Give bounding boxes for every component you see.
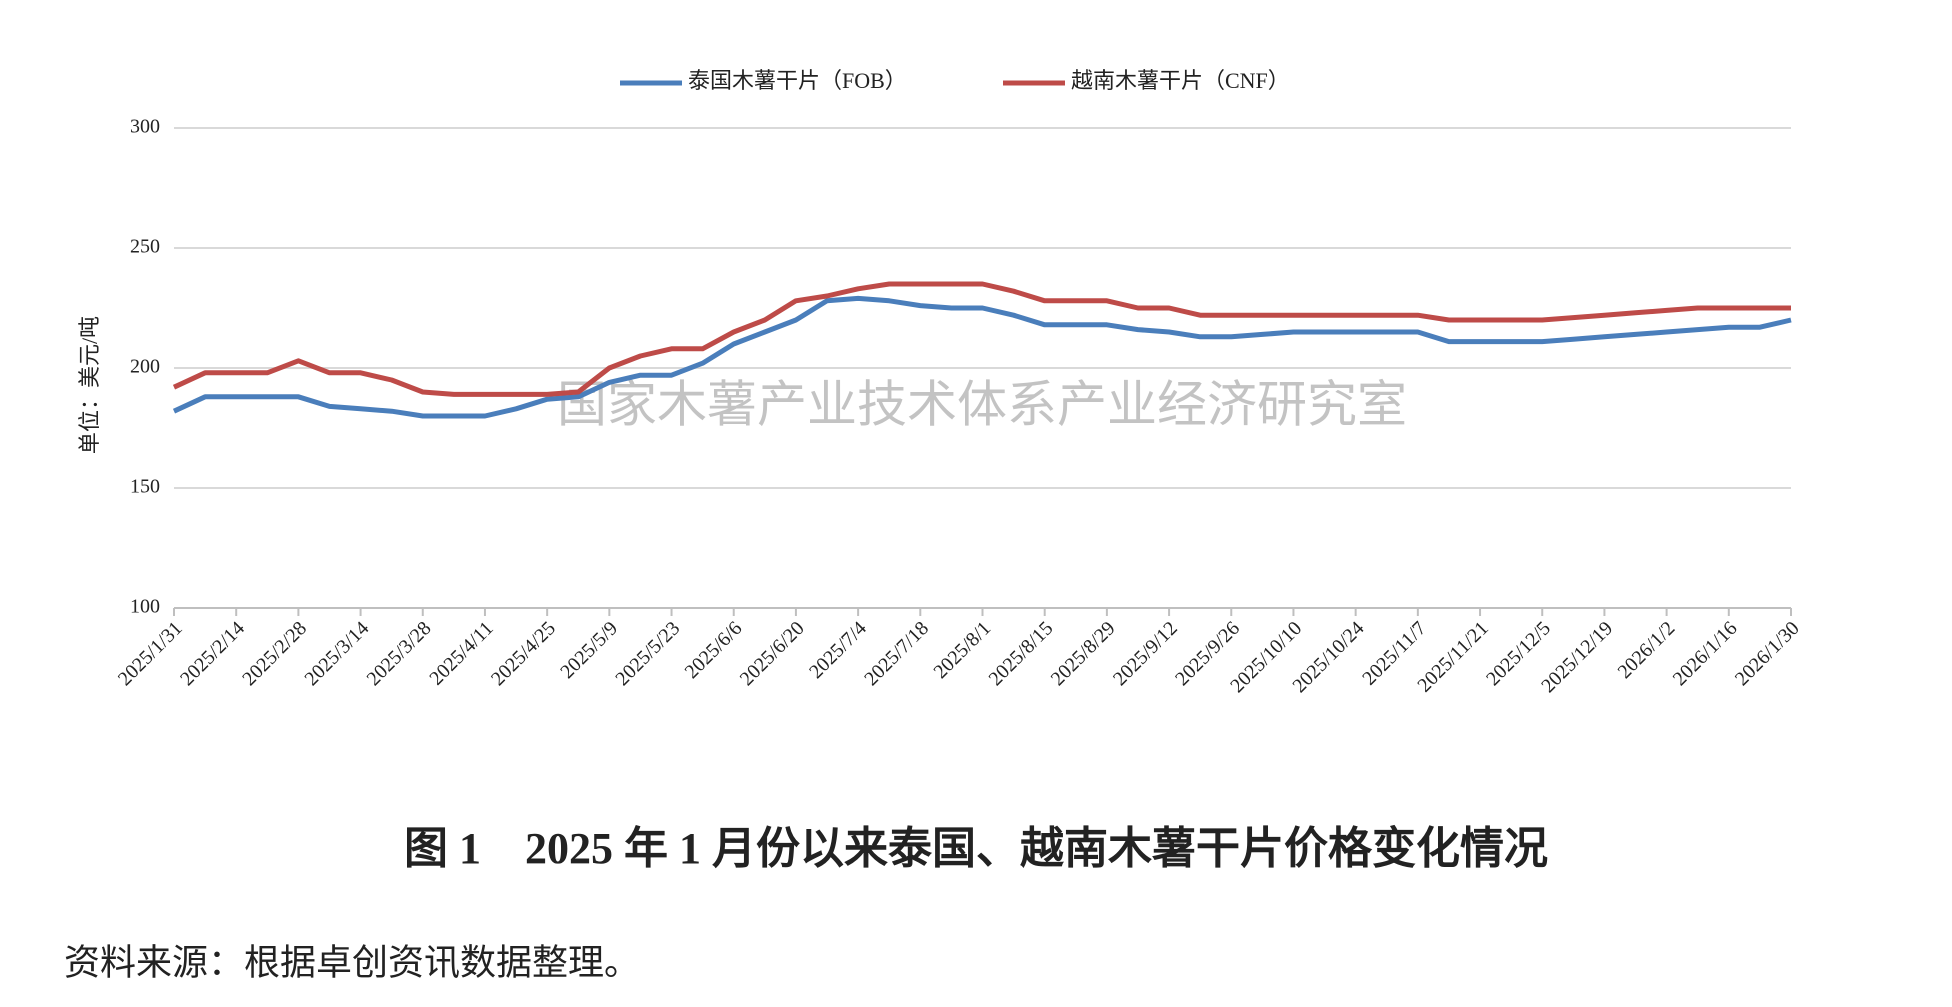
x-tick-label: 2025/4/11 [425,617,497,689]
x-tick-label: 2025/4/25 [487,617,560,690]
y-tick-label: 250 [130,236,160,258]
figure-caption: 图 1 2025 年 1 月份以来泰国、越南木薯干片价格变化情况 [404,824,1548,873]
x-tick-label: 2025/3/28 [363,617,436,690]
x-tick-label: 2026/1/16 [1669,617,1742,690]
x-tick-label: 2025/3/14 [300,617,373,690]
y-axis-label: 单位：美元/吨 [77,316,102,454]
y-tick-label: 100 [130,596,160,618]
x-tick-label: 2025/1/31 [114,617,187,690]
y-tick-label: 200 [130,356,160,378]
series-line [172,281,1791,397]
legend-label: 泰国木薯干片（FOB） [688,68,907,93]
x-tick-label: 2025/2/14 [176,617,249,690]
x-tick-label: 2025/8/15 [985,617,1058,690]
x-tick-label: 2025/8/29 [1047,617,1120,690]
x-tick-label: 2025/9/12 [1109,617,1182,690]
x-tick-label: 2025/6/20 [736,617,809,690]
source-note: 资料来源：根据卓创资讯数据整理。 [64,942,640,982]
x-tick-label: 2025/7/18 [860,617,933,690]
x-tick-label: 2026/1/30 [1731,617,1804,690]
y-tick-label: 150 [130,476,160,498]
watermark: 国家木薯产业技术体系产业经济研究室 [557,376,1407,432]
x-tick-label: 2025/2/28 [238,617,311,690]
x-tick-label: 2025/5/23 [611,617,684,690]
legend-label: 越南木薯干片（CNF） [1071,68,1290,93]
y-tick-label: 300 [130,116,160,138]
series-line [172,295,1792,419]
